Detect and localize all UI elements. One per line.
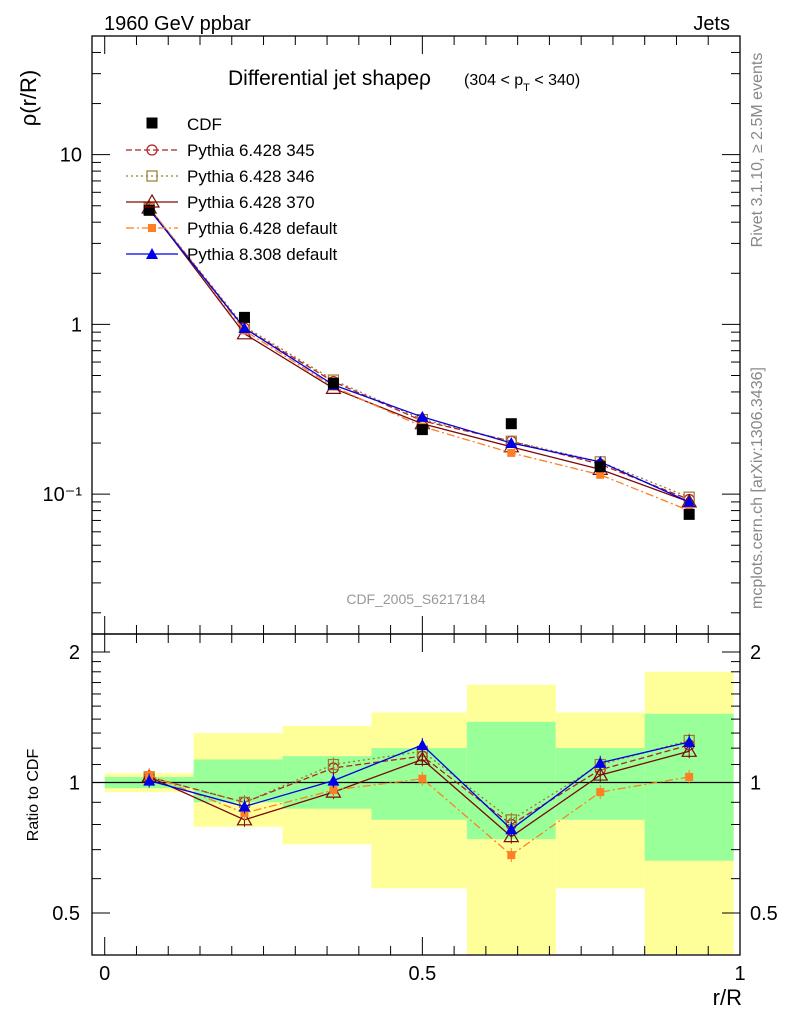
header-process: Jets xyxy=(693,13,730,35)
ratio-point-s3-4 xyxy=(507,851,516,860)
ratio-point-s3-3 xyxy=(418,774,427,783)
main-point-s3-5 xyxy=(596,470,605,479)
main-point-s4-3 xyxy=(416,410,429,422)
ratio-frame xyxy=(91,633,741,956)
legend-marker-cdf xyxy=(146,117,158,129)
ratio-point-s2-5 xyxy=(592,766,609,781)
ratio-ytick-label-left-2: 0.5 xyxy=(52,903,80,925)
legend-label-2: Pythia 6.428 370 xyxy=(187,193,315,212)
legend: CDF Pythia 6.428 345 Pythia 6.428 346 Pythi… xyxy=(126,115,338,264)
cdf-data-point-6 xyxy=(683,508,695,520)
ratio-series-layer xyxy=(141,733,698,863)
ratio-point-s4-6 xyxy=(683,735,696,747)
ratio-ytick-label-left-0: 2 xyxy=(69,642,80,664)
legend-label-4: Pythia 8.308 default xyxy=(187,245,338,264)
chart-title-range: (304 < pT < 340) xyxy=(464,72,580,94)
ratio-ytick-label-right-0: 2 xyxy=(750,642,761,664)
main-ytick-label-2: 10⁻¹ xyxy=(43,484,83,506)
cdf-data-point-1 xyxy=(238,311,250,323)
axes-layer: 10 1 10⁻¹ 2 2 1 1 0.5 0.5 0 0.5 1 xyxy=(43,35,778,985)
mcplots-label: mcplots.cern.ch [arXiv:1306.3436] xyxy=(749,367,766,609)
ratio-point-s4-4 xyxy=(505,823,518,835)
legend-marker-2 xyxy=(143,193,161,208)
main-ytick-label-1: 1 xyxy=(71,314,82,336)
legend-label-0: Pythia 6.428 345 xyxy=(187,141,315,160)
x-tick-label-0: 0 xyxy=(99,963,110,985)
ratio-point-s4-5 xyxy=(594,756,607,768)
x-axis-label: r/R xyxy=(713,985,742,1010)
main-ytick-label-0: 10 xyxy=(60,145,82,167)
main-point-s3-4 xyxy=(507,448,516,457)
chart-title: Differential jet shapeρ xyxy=(228,67,431,90)
ratio-point-s1-2 xyxy=(327,758,340,771)
legend-marker-1 xyxy=(146,170,158,182)
ratio-point-s2-4 xyxy=(503,828,520,843)
ratio-point-s4-3 xyxy=(416,739,429,751)
y-axis-label: ρ(r/R) xyxy=(16,70,41,127)
legend-marker-3 xyxy=(148,224,156,232)
cdf-data-point-0 xyxy=(143,204,155,216)
legend-marker-0 xyxy=(146,144,158,156)
main-point-s4-6 xyxy=(683,495,696,507)
legend-label-cdf: CDF xyxy=(187,115,222,134)
cdf-data-point-3 xyxy=(416,424,428,436)
legend-marker-4 xyxy=(146,248,158,259)
cdf-data-point-2 xyxy=(327,377,339,389)
ratio-y-axis-label: Ratio to CDF xyxy=(25,749,42,842)
legend-label-3: Pythia 6.428 default xyxy=(187,219,338,238)
main-point-s4-4 xyxy=(505,437,518,449)
inner-band-1 xyxy=(193,759,283,803)
ratio-point-s2-6 xyxy=(681,743,698,757)
ratio-point-s2-3 xyxy=(414,751,431,766)
ratio-point-s4-2 xyxy=(327,774,340,786)
ratio-point-s3-2 xyxy=(329,786,338,795)
ratio-ytick-label-left-1: 1 xyxy=(69,772,80,794)
analysis-watermark: CDF_2005_S6217184 xyxy=(346,591,486,607)
ratio-point-s2-1 xyxy=(236,811,253,826)
ratio-ytick-label-right-2: 0.5 xyxy=(750,903,778,925)
cdf-data-point-4 xyxy=(505,418,517,430)
ratio-point-s3-5 xyxy=(596,788,605,797)
main-point-s4-1 xyxy=(238,322,251,334)
ratio-point-s4-1 xyxy=(238,800,251,812)
x-tick-label-2: 1 xyxy=(734,963,745,985)
ratio-uncertainty-bands xyxy=(92,671,740,954)
rivet-label: Rivet 3.1.10, ≥ 2.5M events xyxy=(749,53,766,248)
header-energy: 1960 GeV ppbar xyxy=(104,13,251,35)
main-series-layer xyxy=(141,199,698,520)
ratio-point-s3-6 xyxy=(685,772,694,781)
ratio-ytick-label-right-1: 1 xyxy=(750,772,761,794)
x-tick-label-1: 0.5 xyxy=(408,963,436,985)
cdf-data-point-5 xyxy=(594,461,606,473)
legend-label-1: Pythia 6.428 346 xyxy=(187,167,315,186)
ratio-point-s4-0 xyxy=(143,774,156,786)
